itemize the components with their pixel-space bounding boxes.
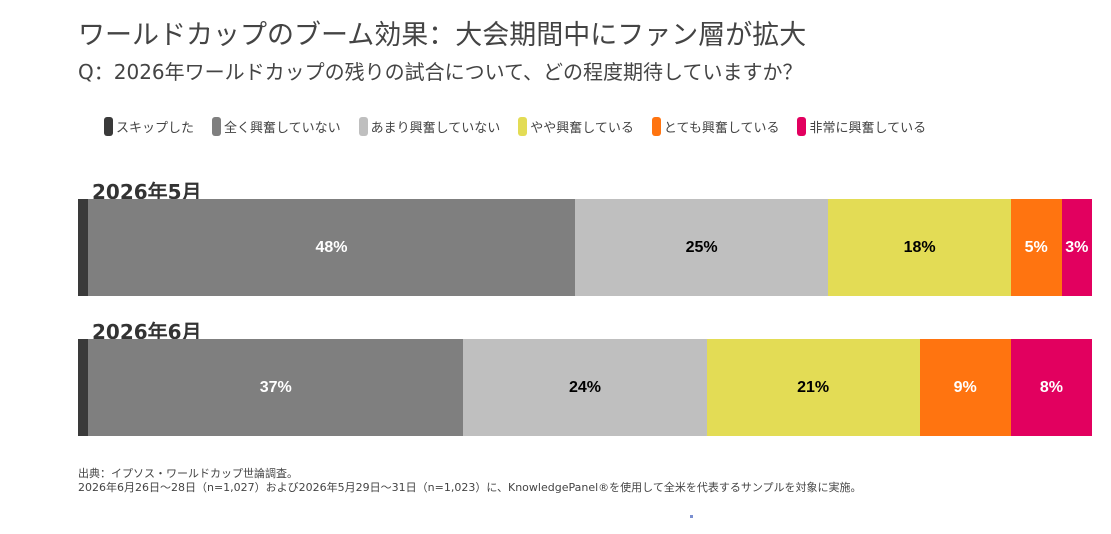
stacked-bar-june: 37% 24% 21% 9% 8%: [78, 339, 1092, 436]
data-label: 37%: [259, 378, 292, 396]
legend-swatch: [651, 116, 661, 136]
data-label: 24%: [568, 378, 601, 396]
bar-segment-not-at-all-excited: 37%: [88, 339, 464, 436]
decorative-dot: [690, 515, 693, 518]
data-label: 3%: [1065, 238, 1089, 256]
footnote-method: 2026年6月26日〜28日（n=1,027）および2026年5月29日〜31日…: [78, 481, 862, 494]
legend-item-skipped: スキップした: [104, 116, 195, 136]
chart-title: ワールドカップのブーム効果：大会期間中にファン層が拡大: [78, 20, 807, 51]
data-label: 21%: [797, 378, 830, 396]
legend-item-very-excited: とても興奮している: [651, 116, 780, 136]
bar-segment-somewhat-excited: 21%: [706, 339, 920, 436]
legend-swatch: [212, 116, 222, 136]
legend-swatch: [104, 116, 113, 136]
legend-label: とても興奮している: [663, 120, 780, 136]
stacked-bar-may: 48% 25% 18% 5% 3%: [78, 199, 1092, 296]
bar-segment-extremely-excited: 8%: [1010, 339, 1092, 436]
bar-segment-skipped: [78, 199, 89, 296]
legend-item-not-very-excited: あまり興奮していない: [358, 116, 501, 136]
data-label: 8%: [1039, 378, 1063, 396]
bar-segment-somewhat-excited: 18%: [828, 199, 1011, 296]
data-label: 48%: [315, 238, 348, 256]
legend-label: やや興奮している: [530, 120, 634, 136]
legend-label: 非常に興奮している: [809, 120, 927, 136]
legend-label: 全く興奮していない: [224, 120, 341, 136]
legend-item-somewhat-excited: やや興奮している: [518, 116, 634, 136]
legend-item-extremely-excited: 非常に興奮している: [797, 116, 927, 136]
legend-label: スキップした: [116, 120, 195, 136]
data-label: 25%: [685, 238, 718, 256]
bar-segment-skipped: [78, 339, 89, 436]
legend-item-not-at-all-excited: 全く興奮していない: [212, 116, 341, 136]
footnote: 出典：イプソス・ワールドカップ世論調査。 2026年6月26日〜28日（n=1,…: [78, 467, 861, 495]
legend-swatch: [358, 116, 368, 136]
bar-segment-very-excited: 5%: [1010, 199, 1062, 296]
bar-segment-not-at-all-excited: 48%: [88, 199, 575, 296]
footnote-source: 出典：イプソス・ワールドカップ世論調査。: [78, 467, 298, 480]
legend: スキップした 全く興奮していない あまり興奮していない やや興奮している とても…: [104, 115, 944, 137]
bar-segment-not-very-excited: 25%: [574, 199, 829, 296]
data-label: 18%: [903, 238, 936, 256]
bar-segment-extremely-excited: 3%: [1061, 199, 1092, 296]
legend-swatch: [518, 116, 528, 136]
chart-subtitle: Q：2026年ワールドカップの残りの試合について、どの程度期待していますか？: [78, 60, 803, 84]
bar-segment-very-excited: 9%: [919, 339, 1011, 436]
legend-label: あまり興奮していない: [370, 120, 501, 136]
bar-segment-not-very-excited: 24%: [463, 339, 707, 436]
data-label: 5%: [1024, 238, 1048, 256]
legend-swatch: [797, 116, 807, 136]
data-label: 9%: [953, 378, 977, 396]
